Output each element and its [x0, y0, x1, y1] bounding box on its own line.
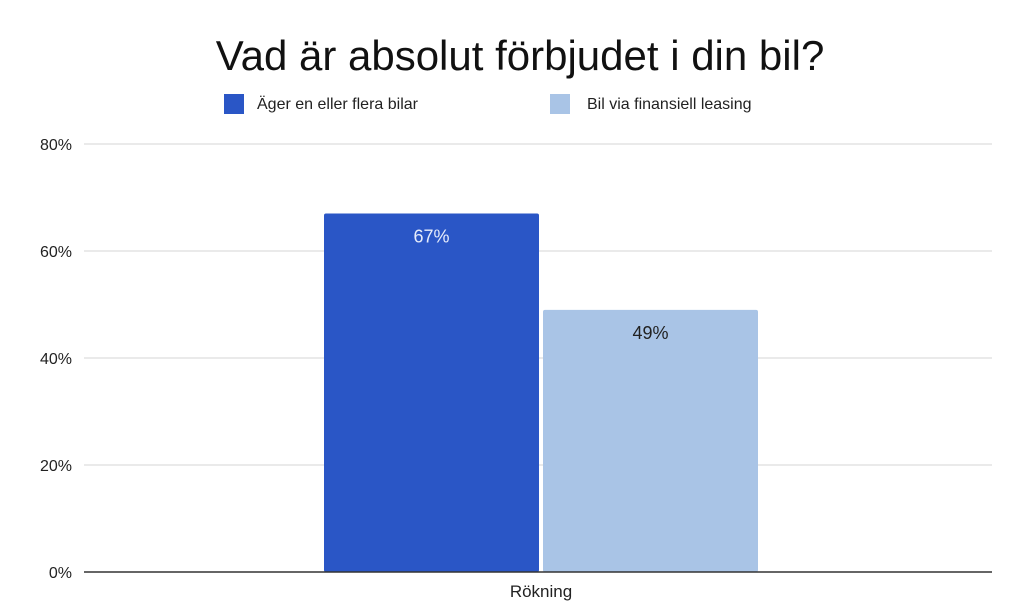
chart-title: Vad är absolut förbjudet i din bil? [216, 32, 825, 79]
legend-label-series-1: Äger en eller flera bilar [257, 95, 419, 113]
legend-swatch-series-1 [224, 94, 244, 114]
x-category-label: Rökning [510, 582, 572, 601]
data-label-series-2: 49% [632, 323, 668, 343]
bars [324, 213, 758, 573]
bar-series-1 [324, 213, 539, 573]
legend-swatch-series-2 [550, 94, 570, 114]
x-axis-categories: Rökning [510, 582, 572, 601]
data-label-series-1: 67% [413, 227, 449, 247]
data-labels: 67% 49% [413, 227, 668, 343]
y-tick-label: 80% [40, 137, 72, 154]
bar-series-2 [543, 309, 758, 572]
y-tick-label: 40% [40, 351, 72, 368]
legend-label-series-2: Bil via finansiell leasing [587, 96, 752, 113]
y-tick-label: 20% [40, 458, 72, 475]
y-tick-label: 60% [40, 244, 72, 261]
legend: Äger en eller flera bilar Bil via finans… [224, 94, 752, 114]
y-tick-label: 0% [49, 565, 72, 582]
y-axis-ticks: 0% 20% 40% 60% 80% [40, 137, 72, 582]
